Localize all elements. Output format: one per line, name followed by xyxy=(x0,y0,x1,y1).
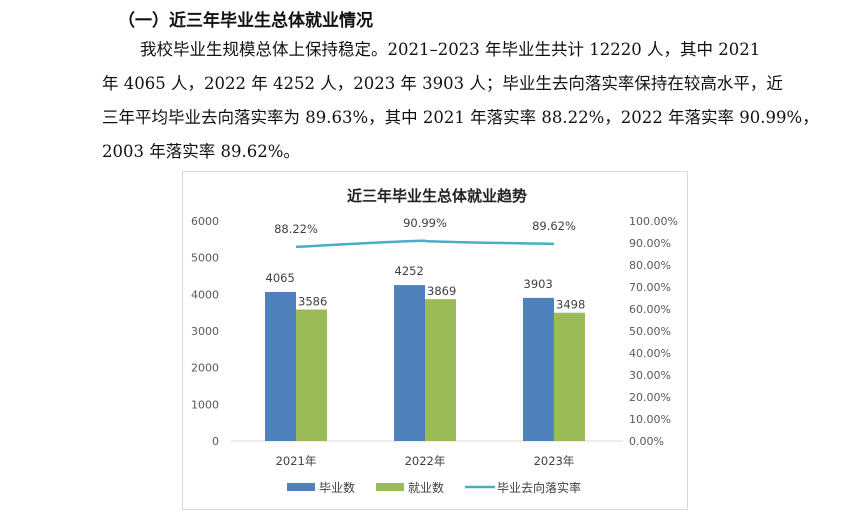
right-axis-tick: 70.00% xyxy=(629,281,671,294)
legend-label: 毕业去向落实率 xyxy=(497,480,581,495)
bar-employed xyxy=(554,312,585,441)
left-axis-tick: 2000 xyxy=(191,362,219,375)
category-label: 2021年 xyxy=(276,454,317,468)
left-axis-tick: 3000 xyxy=(191,325,219,338)
section-heading: （一）近三年毕业生总体就业情况 xyxy=(118,11,373,31)
right-axis-tick: 10.00% xyxy=(629,413,671,426)
bar-data-label: 3903 xyxy=(524,277,553,291)
summary-paragraph: 我校毕业生规模总体上保持稳定。2021–2023 年毕业生共计 12220 人，… xyxy=(102,33,819,169)
right-axis-tick: 80.00% xyxy=(629,259,671,272)
legend-swatch xyxy=(376,483,404,491)
right-axis-tick: 90.00% xyxy=(629,237,671,250)
line-data-label: 88.22% xyxy=(274,222,318,236)
paragraph-line: 2003 年落实率 89.62%。 xyxy=(102,142,300,161)
bar-employed xyxy=(296,309,327,441)
left-axis-tick: 5000 xyxy=(191,252,219,265)
bar-graduates xyxy=(523,297,554,441)
right-axis-tick: 20.00% xyxy=(629,391,671,404)
chart-svg: 近三年毕业生总体就业趋势 0 1000 2000 3000 4000 5000 6000 0.… xyxy=(191,187,678,495)
category-label: 2023年 xyxy=(534,454,575,468)
bar-employed xyxy=(425,299,456,441)
rate-line xyxy=(295,239,555,249)
bar-data-label: 4065 xyxy=(266,271,295,285)
line-data-label: 90.99% xyxy=(403,216,447,230)
legend-swatch xyxy=(287,483,315,491)
left-axis-tick: 6000 xyxy=(191,215,219,228)
right-axis-tick: 30.00% xyxy=(629,369,671,382)
left-axis-tick: 0 xyxy=(212,435,219,448)
bar-graduates xyxy=(394,285,425,441)
chart-title: 近三年毕业生总体就业趋势 xyxy=(347,187,527,205)
paragraph-line: 我校毕业生规模总体上保持稳定。2021–2023 年毕业生共计 12220 人，… xyxy=(140,40,761,59)
left-axis-tick: 4000 xyxy=(191,288,219,301)
legend-label: 毕业数 xyxy=(319,480,355,495)
bar-data-label: 3869 xyxy=(427,284,456,298)
right-axis-tick: 50.00% xyxy=(629,325,671,338)
category-label: 2022年 xyxy=(405,454,446,468)
bar-data-label: 4252 xyxy=(395,264,424,278)
bar-data-label: 3586 xyxy=(298,295,327,309)
right-axis-tick: 60.00% xyxy=(629,303,671,316)
legend-label: 就业数 xyxy=(408,480,444,495)
line-data-label: 89.62% xyxy=(532,219,576,233)
right-axis-tick: 0.00% xyxy=(629,435,664,448)
employment-trend-chart: 近三年毕业生总体就业趋势 0 1000 2000 3000 4000 5000 6000 0.… xyxy=(182,171,688,510)
paragraph-line: 三年平均毕业去向落实率为 89.63%，其中 2021 年落实率 88.22%，… xyxy=(102,108,819,127)
left-axis-tick: 1000 xyxy=(191,398,219,411)
right-axis-tick: 40.00% xyxy=(629,347,671,360)
right-axis-tick: 100.00% xyxy=(629,215,678,228)
bar-data-label: 3498 xyxy=(556,298,585,312)
bar-graduates xyxy=(265,291,296,441)
paragraph-line: 年 4065 人，2022 年 4252 人，2023 年 3903 人；毕业生… xyxy=(102,74,783,93)
